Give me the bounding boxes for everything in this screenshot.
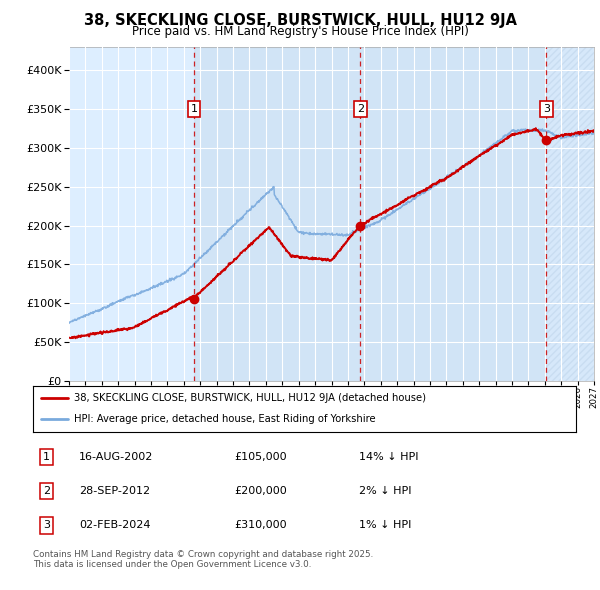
- Text: 16-AUG-2002: 16-AUG-2002: [79, 453, 154, 462]
- Text: 2: 2: [43, 486, 50, 496]
- Text: 38, SKECKLING CLOSE, BURSTWICK, HULL, HU12 9JA: 38, SKECKLING CLOSE, BURSTWICK, HULL, HU…: [83, 13, 517, 28]
- Text: Contains HM Land Registry data © Crown copyright and database right 2025.
This d: Contains HM Land Registry data © Crown c…: [33, 550, 373, 569]
- Text: 14% ↓ HPI: 14% ↓ HPI: [359, 453, 418, 462]
- Text: 02-FEB-2024: 02-FEB-2024: [79, 520, 151, 530]
- Text: 3: 3: [43, 520, 50, 530]
- Text: 1: 1: [191, 104, 197, 114]
- Text: 2: 2: [356, 104, 364, 114]
- Text: £310,000: £310,000: [234, 520, 287, 530]
- Text: 1% ↓ HPI: 1% ↓ HPI: [359, 520, 411, 530]
- Text: £200,000: £200,000: [234, 486, 287, 496]
- Text: 1: 1: [43, 453, 50, 462]
- Text: 3: 3: [543, 104, 550, 114]
- Text: £105,000: £105,000: [234, 453, 287, 462]
- Text: 38, SKECKLING CLOSE, BURSTWICK, HULL, HU12 9JA (detached house): 38, SKECKLING CLOSE, BURSTWICK, HULL, HU…: [74, 394, 426, 404]
- Text: 2% ↓ HPI: 2% ↓ HPI: [359, 486, 412, 496]
- Text: Price paid vs. HM Land Registry's House Price Index (HPI): Price paid vs. HM Land Registry's House …: [131, 25, 469, 38]
- Text: 28-SEP-2012: 28-SEP-2012: [79, 486, 150, 496]
- Text: HPI: Average price, detached house, East Riding of Yorkshire: HPI: Average price, detached house, East…: [74, 414, 376, 424]
